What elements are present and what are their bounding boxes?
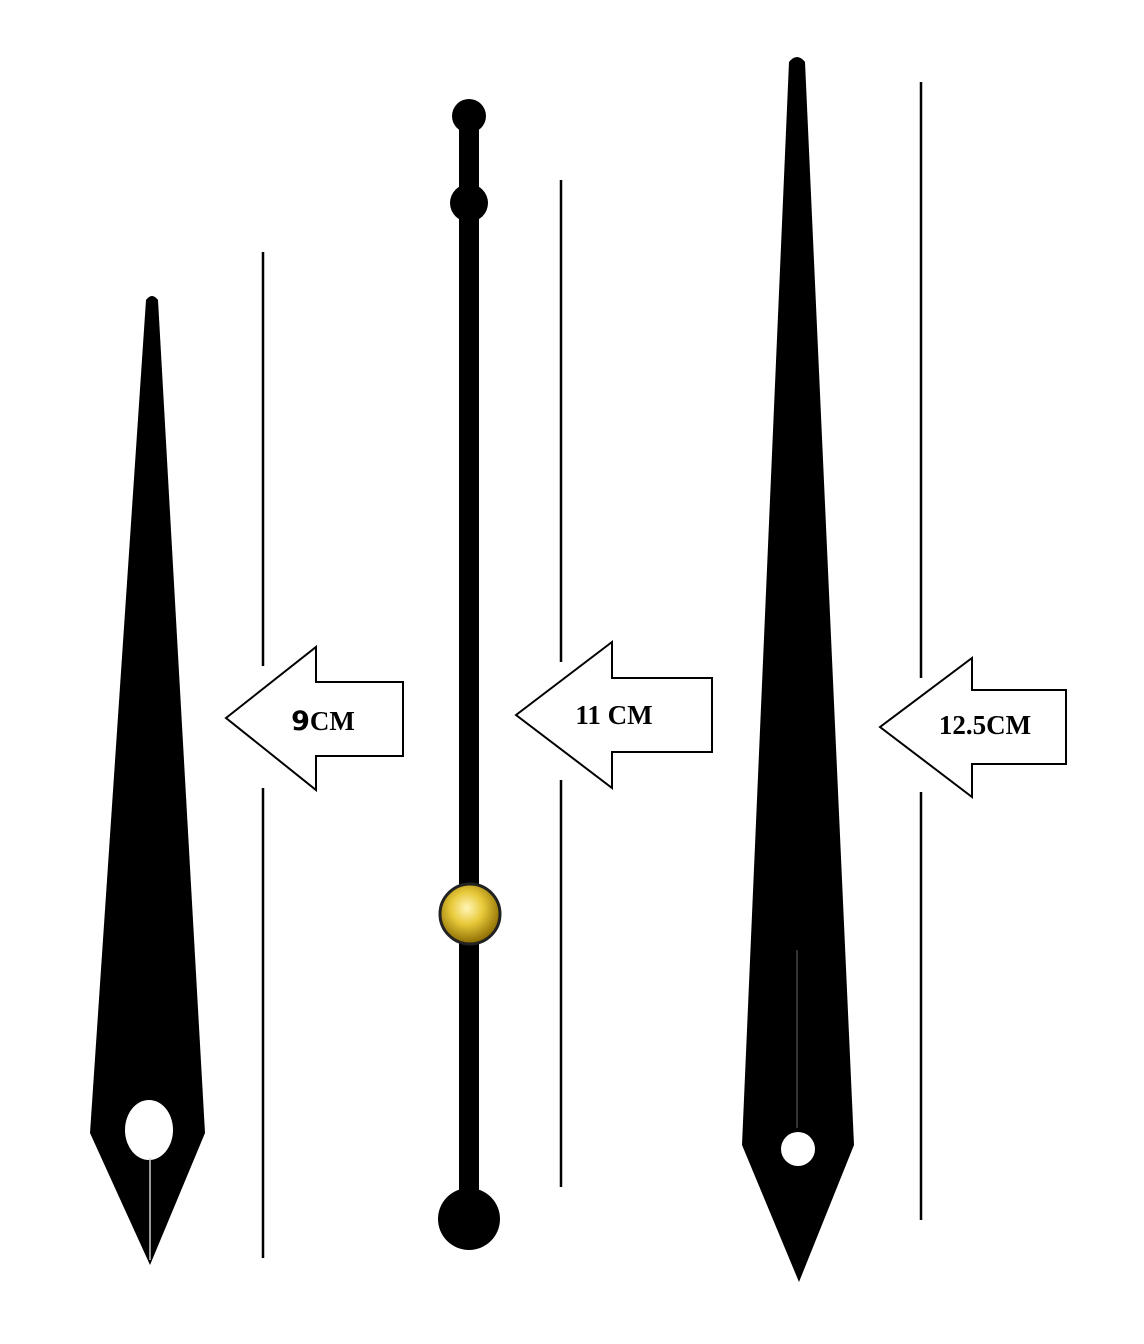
hour-hand-length-label: 9CM xyxy=(291,706,355,737)
minute-hand-length-arrow: 12.5CM xyxy=(878,656,1067,800)
minute-hand xyxy=(742,57,854,1282)
hour-hand xyxy=(90,296,205,1265)
second-hand xyxy=(438,99,502,1250)
second-hand-counterweight xyxy=(438,1188,500,1250)
hour-hand-length-arrow: 9CM xyxy=(224,644,404,793)
minute-hand-mount-hole xyxy=(781,1132,815,1166)
hour-hand-mount-hole xyxy=(125,1100,173,1160)
second-hand-upper-ball xyxy=(450,184,488,222)
hour-hand-length-unit: CM xyxy=(310,706,355,736)
hour-hand-length-number: 9 xyxy=(291,706,310,737)
second-hand-shaft xyxy=(459,110,479,1220)
second-hand-hub-cap xyxy=(438,882,502,946)
hour-hand-body xyxy=(90,296,205,1265)
minute-hand-length-label: 12.5CM xyxy=(939,710,1031,740)
minute-hand-body xyxy=(742,57,854,1282)
second-hand-length-arrow: 11 CM xyxy=(514,639,713,791)
second-hand-length-label: 11 CM xyxy=(575,700,652,730)
second-hand-tip-ball xyxy=(452,99,486,133)
